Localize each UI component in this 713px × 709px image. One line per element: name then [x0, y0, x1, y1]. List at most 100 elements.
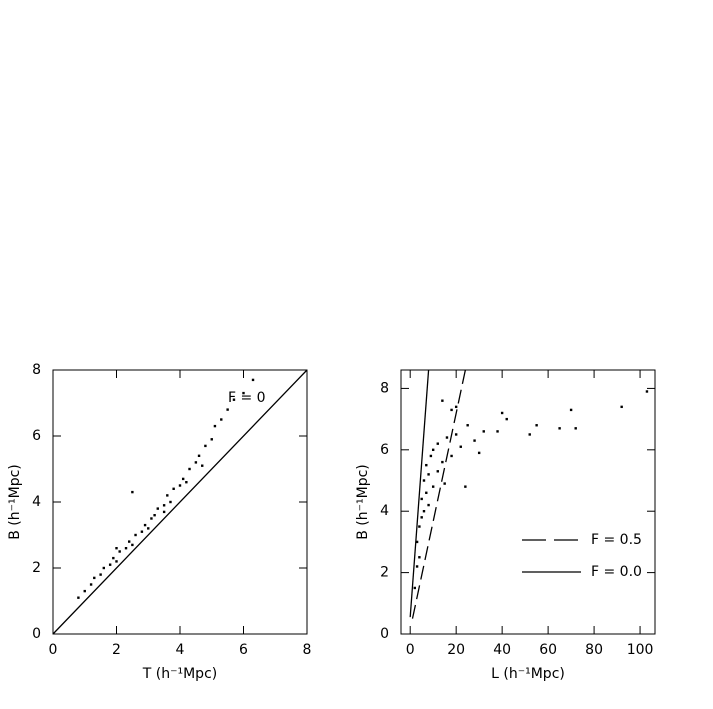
- y-axis-label: B (h⁻¹Mpc): [7, 464, 23, 540]
- data-point: [93, 576, 96, 580]
- data-point: [466, 424, 469, 427]
- data-point: [415, 565, 419, 568]
- data-point: [156, 507, 159, 510]
- data-point: [147, 527, 150, 530]
- x-tick-label: 4: [176, 642, 185, 658]
- data-point: [150, 517, 153, 520]
- legend-label: F = 0.5: [591, 532, 642, 548]
- data-point: [166, 494, 169, 497]
- data-point: [77, 596, 80, 599]
- data-point: [162, 504, 166, 507]
- data-point: [450, 408, 453, 412]
- x-tick-label: 2: [112, 642, 121, 658]
- data-point: [112, 556, 115, 560]
- y-tick-label: 6: [380, 442, 389, 458]
- x-tick-label: 8: [303, 642, 312, 658]
- y-tick-label: 6: [32, 428, 41, 444]
- data-point: [422, 510, 426, 513]
- data-point: [445, 436, 449, 439]
- legend-label: F = 0.0: [591, 564, 642, 580]
- x-axis-label: L (h⁻¹Mpc): [491, 666, 565, 682]
- data-point: [436, 442, 439, 445]
- data-point: [134, 533, 137, 537]
- data-point: [464, 485, 467, 488]
- x-tick-label: 0: [406, 642, 415, 658]
- data-point: [425, 463, 428, 467]
- data-point: [204, 444, 207, 448]
- y-tick-label: 8: [380, 380, 389, 396]
- data-point: [429, 454, 433, 458]
- data-point: [425, 491, 428, 494]
- data-point: [420, 497, 423, 501]
- data-point: [188, 467, 191, 471]
- data-point: [143, 523, 147, 527]
- data-point: [226, 408, 229, 411]
- data-point: [496, 430, 499, 433]
- y-tick-label: 4: [380, 503, 389, 519]
- data-point: [422, 479, 426, 482]
- data-point: [181, 477, 185, 481]
- data-point: [413, 586, 416, 590]
- data-point: [459, 445, 462, 448]
- data-point: [535, 424, 538, 427]
- data-point: [102, 566, 105, 570]
- data-point: [162, 510, 166, 514]
- y-tick-label: 2: [32, 560, 41, 576]
- data-point: [473, 439, 476, 442]
- data-point: [454, 433, 458, 436]
- x-tick-label: 20: [447, 642, 465, 658]
- x-tick-label: 100: [627, 642, 654, 658]
- data-point: [169, 500, 172, 504]
- data-point: [415, 540, 419, 544]
- data-point: [443, 482, 446, 485]
- data-point: [213, 424, 217, 428]
- data-point: [441, 399, 444, 402]
- data-point: [115, 547, 118, 550]
- data-point: [83, 589, 86, 593]
- data-point: [528, 433, 531, 436]
- plot-frame: [400, 369, 656, 635]
- y-tick-label: 4: [32, 494, 41, 510]
- data-point: [620, 405, 623, 409]
- data-point: [131, 490, 134, 494]
- data-point: [418, 525, 421, 528]
- y-tick-label: 0: [32, 626, 41, 642]
- fit-line: [409, 369, 430, 618]
- fit-line: [52, 369, 308, 635]
- data-point: [99, 573, 102, 576]
- y-axis-label: B (h⁻¹Mpc): [355, 464, 371, 540]
- data-point: [450, 454, 453, 458]
- data-point: [482, 430, 485, 433]
- data-point: [172, 487, 175, 490]
- x-tick-label: 40: [493, 642, 511, 658]
- data-point: [420, 516, 423, 519]
- data-point: [477, 451, 481, 455]
- data-point: [427, 473, 430, 476]
- data-point: [242, 391, 245, 395]
- data-point: [201, 464, 204, 467]
- data-point: [115, 560, 118, 563]
- x-tick-label: 0: [49, 642, 58, 658]
- data-point: [89, 583, 93, 586]
- data-point: [124, 547, 128, 550]
- data-point: [441, 460, 444, 464]
- annotation: F = 0: [228, 390, 266, 406]
- data-point: [185, 481, 188, 484]
- data-point: [220, 418, 223, 421]
- data-point: [178, 484, 182, 487]
- data-point: [251, 378, 255, 382]
- data-point: [569, 408, 573, 412]
- y-tick-label: 2: [380, 565, 389, 581]
- data-point: [500, 411, 504, 415]
- data-point: [431, 448, 435, 452]
- data-point: [431, 485, 435, 488]
- data-point: [645, 390, 649, 393]
- data-point: [558, 427, 561, 430]
- x-axis-label: T (h⁻¹Mpc): [142, 666, 217, 682]
- data-point: [197, 454, 201, 457]
- data-point: [118, 550, 121, 553]
- data-point: [454, 405, 458, 409]
- y-tick-label: 0: [380, 626, 389, 642]
- data-point: [427, 503, 430, 507]
